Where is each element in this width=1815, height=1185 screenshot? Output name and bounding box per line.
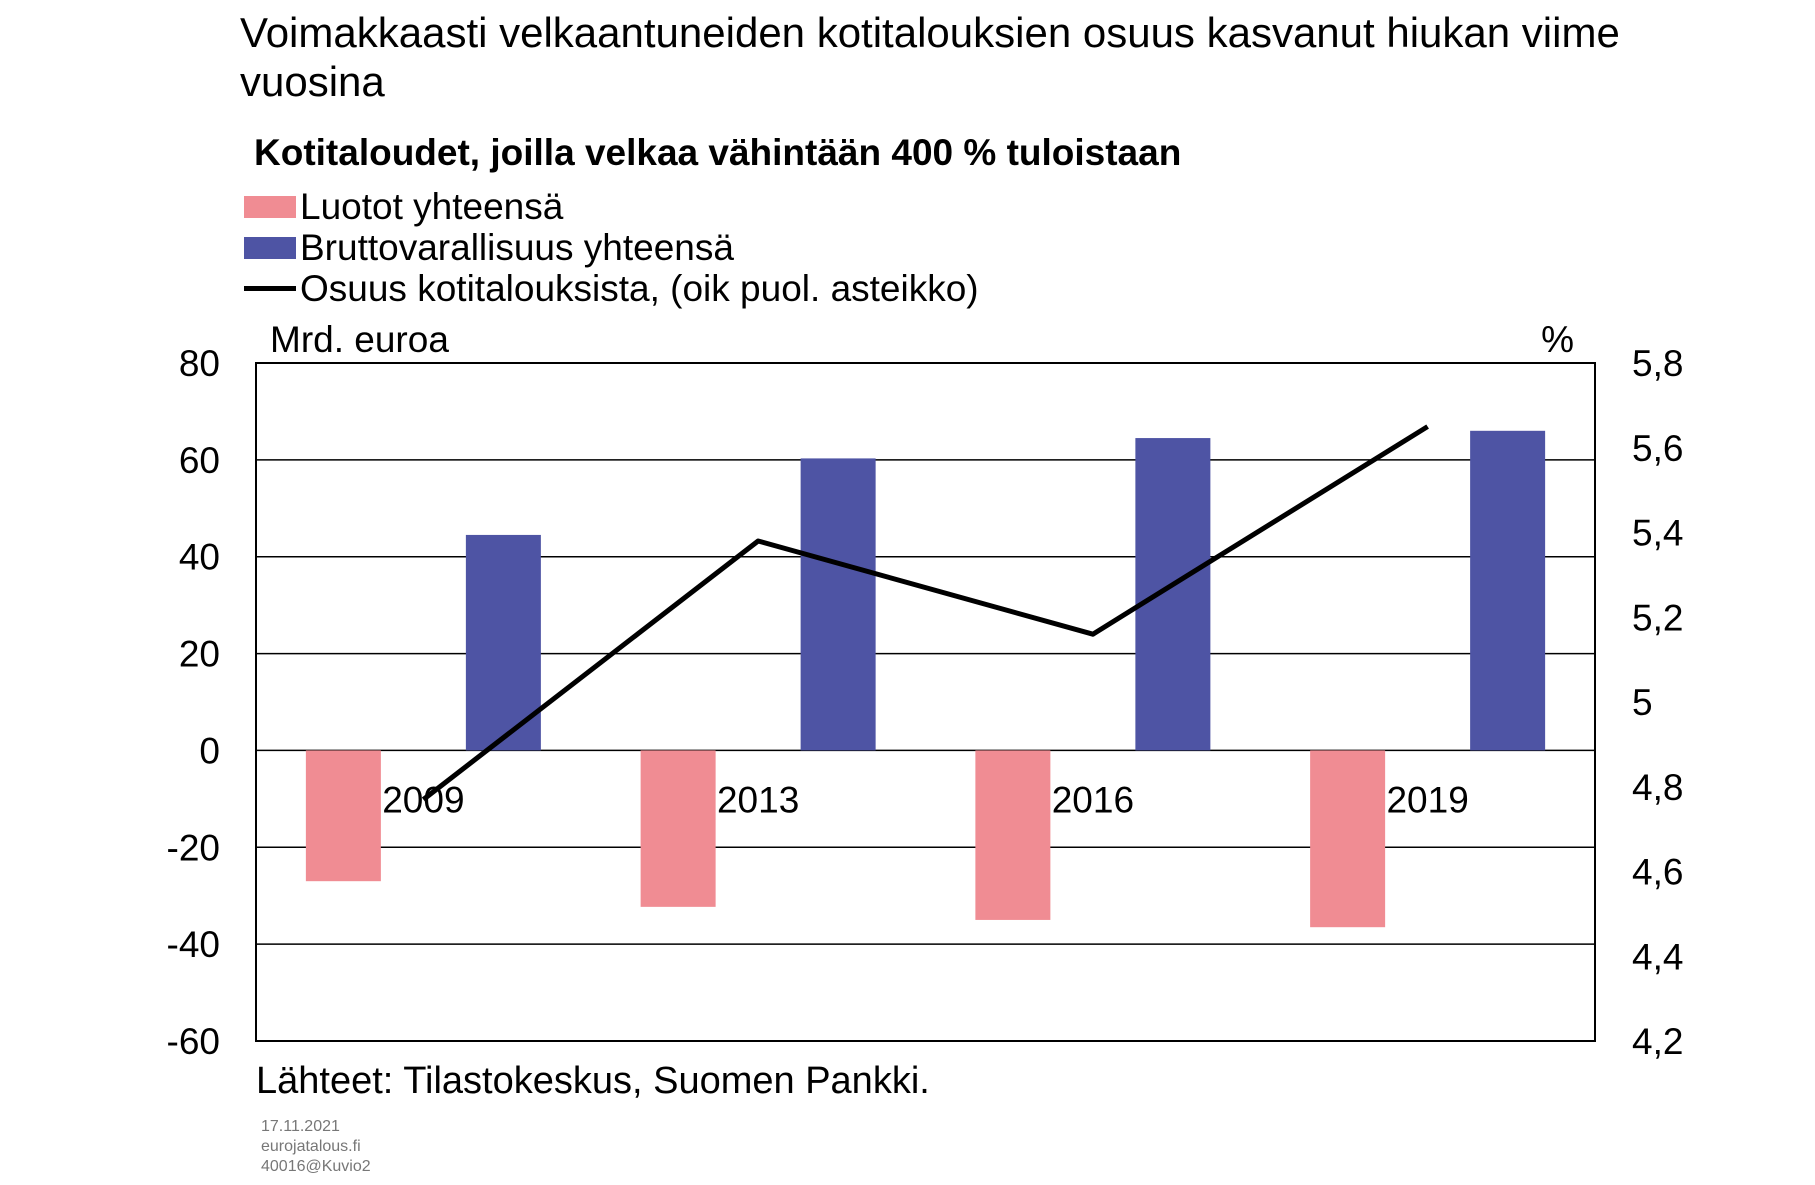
y-right-tick-label: 5,4 (1632, 513, 1683, 554)
y-right-axis-label: % (1541, 319, 1574, 360)
y-left-tick-label: 60 (179, 440, 220, 481)
y-left-tick-label: -40 (167, 924, 220, 965)
legend-label-osuus: Osuus kotitalouksista, (oik puol. asteik… (300, 268, 979, 309)
y-left-tick-label: -60 (167, 1021, 220, 1062)
bar-luotot (305, 750, 381, 882)
y-left-axis-label: Mrd. euroa (270, 319, 449, 360)
bar-luotot (975, 750, 1051, 920)
category-label: 2009 (382, 779, 464, 820)
legend-swatch-luotot (244, 195, 296, 218)
legend-label-luotot: Luotot yhteensä (300, 186, 564, 227)
line-osuus (421, 424, 1429, 802)
plot-border (255, 362, 1596, 1042)
category-label: 2016 (1052, 779, 1134, 820)
meta-date: 17.11.2021 (261, 1118, 340, 1135)
legend: Luotot yhteensä Bruttovarallisuus yhteen… (244, 186, 979, 309)
legend-item-luotot: Luotot yhteensä (244, 186, 979, 227)
y-left-tick-label: 80 (179, 343, 220, 384)
bars (305, 430, 1546, 928)
line-series (421, 424, 1429, 802)
y-right-tick-label: 5 (1632, 682, 1653, 723)
bar-bruttovarallisuus (465, 534, 541, 751)
y-left-tick-label: -20 (167, 827, 220, 868)
y-right-tick-label: 4,4 (1632, 936, 1683, 977)
chart-subtitle: Kotitaloudet, joilla velkaa vähintään 40… (254, 132, 1182, 173)
bar-bruttovarallisuus (1470, 430, 1546, 751)
y-right-tick-label: 5,6 (1632, 428, 1683, 469)
y-right-tick-label: 4,8 (1632, 767, 1683, 808)
axes: 80 60 40 20 0 -20 -40 -60 5,8 5,6 5,4 5,2 5 4,8 4,6 4,4… (167, 319, 1684, 1062)
bar-luotot (640, 750, 716, 907)
legend-swatch-bruttovarallisuus (244, 236, 296, 259)
bar-luotot (1310, 750, 1386, 928)
y-right-tick-label: 5,8 (1632, 343, 1683, 384)
meta-info: 17.11.2021 eurojatalous.fi 40016@Kuvio2 (261, 1117, 371, 1177)
legend-label-bruttovarallisuus: Bruttovarallisuus yhteensä (300, 227, 734, 268)
meta-code: 40016@Kuvio2 (261, 1158, 371, 1175)
gridlines (256, 362, 1595, 1042)
bar-bruttovarallisuus (1135, 438, 1211, 751)
legend-item-bruttovarallisuus: Bruttovarallisuus yhteensä (244, 227, 979, 268)
chart-title: Voimakkaasti velkaantuneiden kotitalouks… (240, 9, 1620, 105)
y-right-tick-label: 5,2 (1632, 597, 1683, 638)
y-left-tick-label: 20 (179, 634, 220, 675)
legend-swatch-osuus (244, 286, 296, 291)
plot-frame (255, 362, 1596, 1042)
source-note: Lähteet: Tilastokeskus, Suomen Pankki. (256, 1060, 930, 1102)
y-left-tick-label: 40 (179, 537, 220, 578)
y-right-tick-label: 4,2 (1632, 1021, 1683, 1062)
bar-bruttovarallisuus (800, 458, 876, 751)
category-label: 2013 (717, 779, 799, 820)
y-left-tick-label: 0 (199, 730, 220, 771)
y-right-tick-label: 4,6 (1632, 852, 1683, 893)
legend-item-osuus: Osuus kotitalouksista, (oik puol. asteik… (244, 268, 979, 309)
meta-site: eurojatalous.fi (261, 1138, 361, 1155)
category-label: 2019 (1386, 779, 1468, 820)
category-labels: 2009 2013 2016 2019 (382, 779, 1469, 820)
